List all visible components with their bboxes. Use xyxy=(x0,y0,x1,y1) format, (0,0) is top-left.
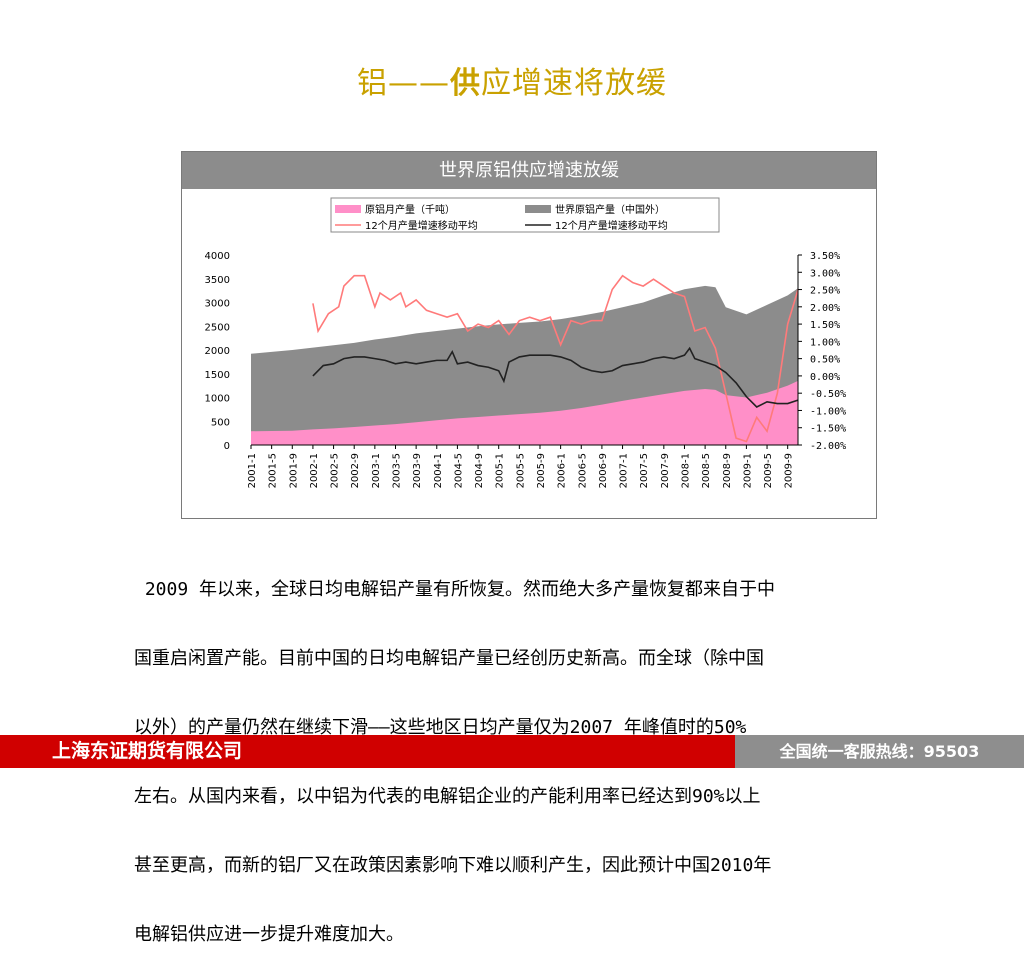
y-right-tick-label: 0.50% xyxy=(810,355,840,366)
x-tick-label: 2007-9 xyxy=(660,453,671,488)
legend-swatch-gray xyxy=(525,205,551,213)
legend-swatch-pink xyxy=(335,205,361,213)
chart-title: 世界原铝供应增速放缓 xyxy=(182,152,876,189)
x-tick-label: 2006-5 xyxy=(577,453,588,488)
y-right-tick-label: 3.50% xyxy=(810,251,840,262)
company-name: 上海东证期货有限公司 xyxy=(52,740,243,762)
legend-label: 世界原铝产量（中国外） xyxy=(555,203,665,216)
x-tick-label: 2001-1 xyxy=(247,453,258,488)
y-left-tick-label: 2500 xyxy=(205,322,230,333)
x-tick-label: 2009-9 xyxy=(784,453,795,488)
y-left-tick-label: 1000 xyxy=(205,394,230,405)
x-tick-label: 2002-9 xyxy=(350,453,361,488)
x-tick-label: 2009-5 xyxy=(763,453,774,488)
y-left-tick-label: 500 xyxy=(211,417,230,428)
legend-box xyxy=(330,197,720,233)
x-tick-label: 2005-1 xyxy=(495,453,506,488)
paragraph-line: 甚至更高，而新的铝厂又在政策因素影响下难以顺利产生，因此预计中国2010年 xyxy=(134,855,772,876)
x-tick-label: 2001-9 xyxy=(288,453,299,488)
x-tick-label: 2008-5 xyxy=(701,453,712,488)
y-left-tick-label: 0 xyxy=(224,441,230,452)
paragraph-line: 以外）的产量仍然在继续下滑——这些地区日均产量仅为2007 年峰值时的50% xyxy=(134,717,747,738)
x-tick-label: 2004-1 xyxy=(433,453,444,488)
x-tick-label: 2009-1 xyxy=(742,453,753,488)
x-tick-label: 2005-9 xyxy=(536,453,547,488)
legend-label: 12个月产量增速移动平均 xyxy=(555,219,668,232)
y-right-tick-label: 3.00% xyxy=(810,268,840,279)
x-tick-label: 2006-1 xyxy=(557,453,568,488)
slide-title-suffix: 应增速将放缓 xyxy=(481,66,667,101)
slide-title-bold: 供 xyxy=(450,66,481,101)
x-tick-label: 2008-1 xyxy=(680,453,691,488)
slide-title: 铝——供应增速将放缓 xyxy=(0,58,1024,102)
chart-panel: 世界原铝供应增速放缓 0 500 1000 1500 2000 2500 3000 3500 4… xyxy=(181,151,877,519)
chart-svg: 0 500 1000 1500 2000 2500 3000 3500 4000 3.50% 3.0… xyxy=(205,197,846,488)
x-tick-label: 2003-9 xyxy=(412,453,423,488)
y-right-tick-label: 2.50% xyxy=(810,286,840,297)
x-tick-label: 2007-5 xyxy=(639,453,650,488)
y-left-tick-label: 4000 xyxy=(205,251,230,262)
y-right-tick-label: -1.50% xyxy=(810,424,846,435)
footer-bar: 上海东证期货有限公司 全国统一客服热线：95503 xyxy=(0,735,1024,768)
x-tick-label: 2004-5 xyxy=(453,453,464,488)
y-right-tick-label: -0.50% xyxy=(810,389,846,400)
x-tick-label: 2006-9 xyxy=(598,453,609,488)
y-right-tick-label: -2.00% xyxy=(810,441,846,452)
y-right-tick-label: 1.00% xyxy=(810,337,840,348)
legend-label: 12个月产量增速移动平均 xyxy=(365,219,478,232)
y-left-tick-label: 3000 xyxy=(205,299,230,310)
legend-label: 原铝月产量（千吨） xyxy=(365,203,455,216)
y-right-tick-label: -1.00% xyxy=(810,406,846,417)
x-tick-label: 2002-5 xyxy=(330,453,341,488)
paragraph-line: 2009 年以来，全球日均电解铝产量有所恢复。然而绝大多产量恢复都来自于中 xyxy=(134,579,776,600)
x-tick-label: 2008-9 xyxy=(722,453,733,488)
series-line-growth-ma-red xyxy=(312,274,799,443)
x-tick-label: 2005-5 xyxy=(515,453,526,488)
y-left-tick-label: 1500 xyxy=(205,370,230,381)
series-area-primary-aluminum xyxy=(251,380,798,445)
y-right-tick-label: 0.00% xyxy=(810,372,840,383)
paragraph-line: 国重启闲置产能。目前中国的日均电解铝产量已经创历史新高。而全球（除中国 xyxy=(134,648,764,669)
slide-title-prefix: 铝—— xyxy=(357,66,450,101)
paragraph-line: 左右。从国内来看，以中铝为代表的电解铝企业的产能利用率已经达到90%以上 xyxy=(134,786,761,807)
paragraph-line: 电解铝供应进一步提升难度加大。 xyxy=(134,924,404,945)
y-left-tick-label: 2000 xyxy=(205,346,230,357)
x-tick-label: 2002-1 xyxy=(309,453,320,488)
y-left-tick-label: 3500 xyxy=(205,275,230,286)
x-tick-label: 2004-9 xyxy=(474,453,485,488)
x-tick-label: 2007-1 xyxy=(619,453,630,488)
y-right-tick-label: 2.00% xyxy=(810,303,840,314)
x-tick-label: 2003-1 xyxy=(371,453,382,488)
series-line-growth-ma-black xyxy=(312,346,799,408)
x-tick-label: 2001-5 xyxy=(268,453,279,488)
x-tick-label: 2003-5 xyxy=(391,453,402,488)
hotline: 全国统一客服热线：95503 xyxy=(735,735,1024,768)
y-right-tick-label: 1.50% xyxy=(810,320,840,331)
